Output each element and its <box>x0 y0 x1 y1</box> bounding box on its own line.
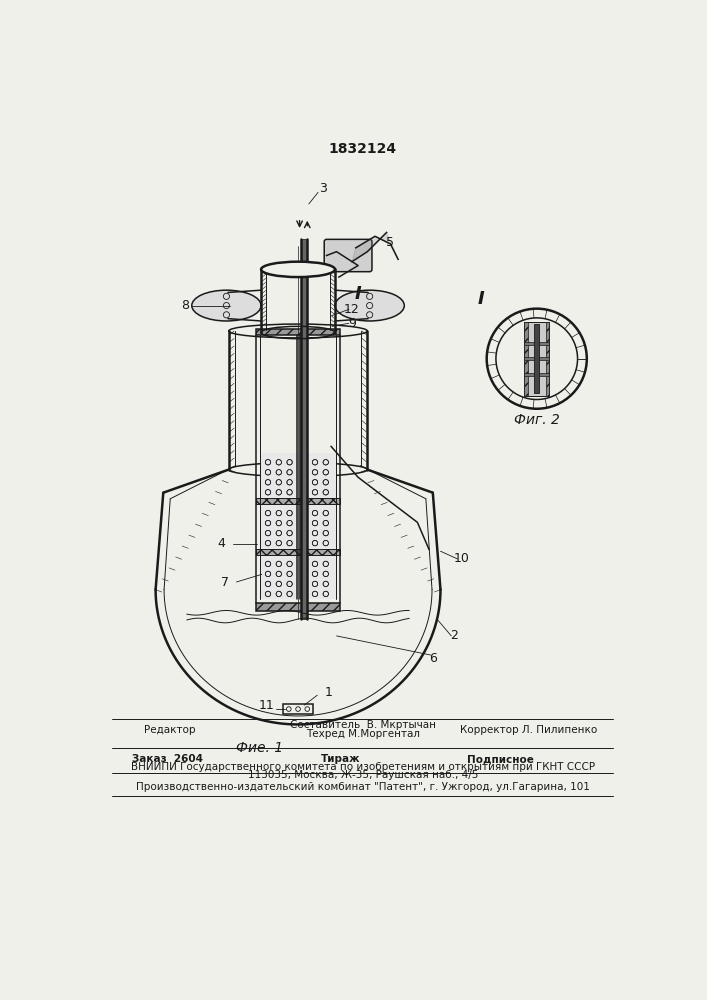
Bar <box>525 373 549 376</box>
Text: I: I <box>355 285 361 303</box>
Text: 8: 8 <box>182 299 189 312</box>
Text: 1832124: 1832124 <box>329 142 397 156</box>
Text: 11: 11 <box>259 699 274 712</box>
Text: Редактор: Редактор <box>144 725 196 735</box>
Text: Заказ  2604: Заказ 2604 <box>132 754 204 764</box>
Bar <box>257 549 339 555</box>
Text: 10: 10 <box>454 552 470 565</box>
Text: 2: 2 <box>450 629 458 642</box>
Bar <box>525 357 549 360</box>
Bar <box>525 342 549 345</box>
Bar <box>256 329 340 335</box>
Text: Техред М.Моргентал: Техред М.Моргентал <box>305 729 420 739</box>
Bar <box>525 322 527 396</box>
Text: 9: 9 <box>348 317 356 330</box>
Text: 7: 7 <box>221 576 229 588</box>
Text: 3: 3 <box>320 182 327 195</box>
Ellipse shape <box>261 262 335 277</box>
Text: 5: 5 <box>387 236 395 249</box>
Text: 12: 12 <box>344 303 360 316</box>
Text: Подписное: Подписное <box>467 754 534 764</box>
Bar <box>534 324 539 393</box>
Bar <box>256 603 340 611</box>
Text: Тираж: Тираж <box>321 754 361 764</box>
Bar <box>260 504 336 549</box>
Text: 113035, Москва, Ж-35, Раушская наб., 4/5: 113035, Москва, Ж-35, Раушская наб., 4/5 <box>247 770 478 780</box>
Bar <box>260 555 336 599</box>
FancyBboxPatch shape <box>325 239 372 272</box>
Text: Фие. 1: Фие. 1 <box>236 741 283 755</box>
Text: Производственно-издательский комбинат "Патент", г. Ужгород, ул.Гагарина, 101: Производственно-издательский комбинат "П… <box>136 782 590 792</box>
Ellipse shape <box>192 290 261 321</box>
Text: ВНИИПИ Государственного комитета по изобретениям и открытиям при ГКНТ СССР: ВНИИПИ Государственного комитета по изоб… <box>131 762 595 772</box>
Text: 6: 6 <box>429 652 437 666</box>
Circle shape <box>486 309 587 409</box>
Ellipse shape <box>335 290 404 321</box>
Text: I: I <box>477 290 484 308</box>
Text: 4: 4 <box>217 537 225 550</box>
Bar <box>284 704 312 714</box>
Bar <box>260 453 336 498</box>
Polygon shape <box>352 232 398 262</box>
Circle shape <box>533 371 540 378</box>
Bar <box>257 498 339 504</box>
Text: Фиг. 2: Фиг. 2 <box>514 413 560 427</box>
Bar <box>301 239 308 619</box>
Bar <box>546 322 549 396</box>
Text: Составитель  В. Мкртычан: Составитель В. Мкртычан <box>290 720 436 730</box>
Text: Корректор Л. Пилипенко: Корректор Л. Пилипенко <box>460 725 597 735</box>
Bar <box>525 322 549 396</box>
Text: 1: 1 <box>325 686 333 699</box>
